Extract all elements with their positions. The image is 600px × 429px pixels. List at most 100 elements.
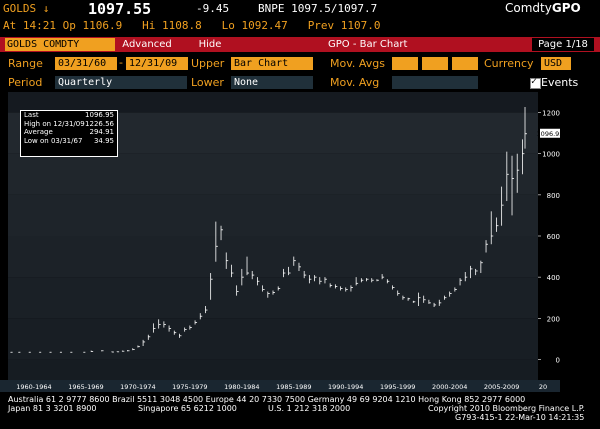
x-tick-label: 20 — [539, 383, 547, 391]
range-end-field[interactable]: 12/31/09 — [126, 57, 188, 70]
chart-band — [8, 153, 538, 195]
price-bar — [116, 351, 120, 353]
hide-button[interactable]: Hide — [198, 39, 222, 50]
range-separator: - — [119, 56, 123, 69]
chart-band — [8, 236, 538, 278]
price-bar — [511, 155, 515, 216]
price-bar — [319, 277, 322, 285]
price-bar — [496, 217, 499, 232]
price-bar — [179, 333, 182, 338]
lower-select[interactable]: None — [231, 76, 313, 89]
price-bar — [397, 290, 400, 296]
x-tick-label: 1975-1979 — [172, 383, 207, 391]
range-start-field[interactable]: 03/31/60 — [55, 57, 117, 70]
price-bar — [153, 323, 156, 333]
y-tick-label: 1000 — [542, 151, 560, 159]
mov-avg-field-2[interactable] — [422, 57, 448, 70]
price-bar — [288, 266, 291, 276]
page-indicator[interactable]: Page 1/18 — [532, 38, 594, 51]
advanced-button[interactable]: Advanced — [122, 39, 172, 50]
bid-ask: BNPE 1097.5/1097.7 — [258, 2, 378, 15]
high-stat: Hi 1108.8 — [142, 19, 202, 32]
price-bar — [329, 283, 333, 288]
mov-avg-field-3[interactable] — [452, 57, 478, 70]
y-tick-label: 400 — [547, 274, 560, 282]
price-bar — [345, 287, 348, 292]
price-bar — [402, 295, 405, 300]
price-bar — [293, 256, 296, 266]
price-bar — [127, 350, 130, 352]
footer-copyright: Copyright 2010 Bloomberg Finance L.P. — [428, 404, 585, 413]
y-tick-label: 1200 — [542, 110, 560, 118]
y-tick-label: 0 — [556, 356, 560, 364]
y-tick-label: 200 — [547, 315, 560, 323]
price-bar — [444, 295, 447, 300]
price-bar — [173, 330, 177, 335]
price-bar — [485, 240, 489, 253]
price-bar — [267, 291, 270, 298]
price-bar — [459, 278, 463, 286]
session-stats: At 14:21 Op 1106.9 Hi 1108.8 Lo 1092.47 … — [3, 19, 381, 32]
price-bar — [308, 275, 312, 284]
price-bar — [376, 279, 379, 282]
price-bar — [246, 256, 250, 276]
price-bar — [184, 327, 187, 332]
price-bar — [418, 292, 421, 306]
price-bar — [449, 291, 452, 297]
price-bar — [199, 313, 203, 320]
footer-japan: Japan 81 3 3201 8900 — [8, 404, 97, 413]
price-bar — [438, 299, 442, 306]
check-icon: ✓ — [531, 76, 538, 87]
x-tick-label: 1995-1999 — [380, 383, 415, 391]
price-bar — [101, 350, 104, 352]
price-bar — [194, 320, 198, 325]
range-label: Range — [8, 57, 43, 70]
price-bar — [407, 297, 411, 301]
price-bar — [205, 305, 208, 314]
price-bar — [282, 268, 286, 278]
chart-band — [8, 318, 538, 360]
price-bar — [272, 290, 275, 295]
x-tick-label: 1970-1974 — [120, 383, 155, 391]
chart-band — [8, 194, 538, 236]
mov-avg-field-1[interactable] — [392, 57, 418, 70]
x-tick-label: 1960-1964 — [16, 383, 51, 391]
security-field[interactable]: GOLDS COMDTY — [5, 38, 115, 51]
price-bar — [168, 325, 172, 332]
function-brand: ComdtyGPO — [505, 1, 581, 15]
last-price: 1097.55 — [88, 0, 152, 18]
mov-avg-lower-field[interactable] — [392, 76, 478, 89]
price-bar — [241, 268, 244, 286]
x-tick-label: 2005-2009 — [484, 383, 519, 391]
x-tick-label: 1985-1989 — [276, 383, 311, 391]
toolbar — [0, 37, 600, 52]
price-bar — [111, 351, 114, 353]
period-select[interactable]: Quarterly — [55, 76, 187, 89]
price-bar — [340, 286, 343, 291]
price-bar — [464, 272, 468, 282]
events-checkbox[interactable]: ✓ — [530, 76, 541, 89]
price-bar — [137, 345, 140, 348]
price-bar — [475, 268, 478, 276]
x-tick-label: 1965-1969 — [68, 383, 103, 391]
currency-field[interactable]: USD — [541, 57, 571, 70]
price-bar — [470, 265, 473, 279]
price-bar — [324, 277, 327, 284]
time-stat: At 14:21 — [3, 19, 56, 32]
price-bar — [142, 339, 146, 347]
function-title: GPO - Bar Chart — [328, 39, 408, 50]
lower-label: Lower — [191, 76, 224, 89]
price-bar — [298, 262, 301, 271]
price-bar — [90, 350, 94, 352]
upper-select[interactable]: Bar Chart — [231, 57, 313, 70]
price-chart: 0 200 400 600 800 1000 1200 1960-1964 1965-1969… — [0, 92, 560, 392]
price-bar — [132, 348, 135, 351]
price-change: -9.45 — [196, 2, 230, 15]
upper-label: Upper — [191, 57, 225, 70]
price-bar — [262, 285, 265, 292]
price-bar — [522, 139, 525, 175]
legend-row-last: Last 1096.95 — [24, 111, 114, 119]
x-tick-label: 1990-1994 — [328, 383, 363, 391]
price-bar — [501, 186, 504, 226]
price-bar — [366, 278, 369, 282]
